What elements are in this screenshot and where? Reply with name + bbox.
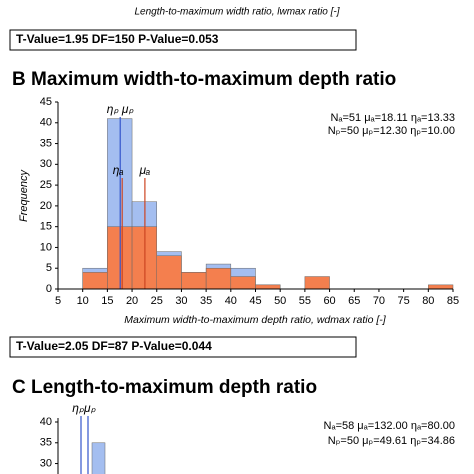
chart-title: B Maximum width-to-maximum depth ratio: [12, 69, 396, 90]
bar: [255, 284, 281, 290]
x-tick-label: 55: [299, 295, 311, 307]
x-tick-label: 45: [249, 295, 261, 307]
x-tick-label: 35: [200, 295, 212, 307]
x-tick-label: 25: [151, 295, 163, 307]
stats-box-text: T-Value=1.95 DF=150 P-Value=0.053: [16, 32, 219, 46]
y-tick-label: 40: [40, 117, 52, 129]
y-tick-label: 45: [40, 96, 52, 108]
y-tick-label: 35: [40, 437, 52, 449]
y-tick-label: 5: [46, 262, 52, 274]
y-tick-label: 30: [40, 457, 52, 469]
x-tick-label: 10: [77, 295, 89, 307]
chart-title: C Length-to-maximum depth ratio: [12, 377, 317, 398]
y-tick-label: 40: [40, 416, 52, 428]
x-tick-label: 30: [175, 295, 187, 307]
bar: [91, 442, 106, 474]
stats-box: [9, 336, 357, 358]
bar: [156, 255, 182, 290]
y-tick-label: 25: [40, 179, 52, 191]
y-axis-label: Frequency: [18, 169, 30, 222]
stats-text: Nₚ=50 μₚ=12.30 ηₚ=10.00: [328, 125, 455, 137]
prev-x-axis-label: Length-to-maximum width ratio, lwmax rat…: [134, 7, 339, 18]
marker-label: ηₚ μₚ: [107, 102, 135, 116]
x-tick-label: 15: [101, 295, 113, 307]
bar: [304, 276, 330, 290]
x-tick-label: 40: [225, 295, 237, 307]
x-tick-label: 50: [274, 295, 286, 307]
y-tick-label: 15: [40, 221, 52, 233]
x-axis-label: Maximum width-to-maximum depth ratio, wd…: [124, 314, 386, 326]
x-tick-label: 60: [323, 295, 335, 307]
x-tick-label: 70: [373, 295, 385, 307]
y-tick-label: 10: [40, 241, 52, 253]
bar: [205, 267, 232, 290]
marker-label: ηₐ: [113, 163, 124, 177]
x-tick-label: 75: [398, 295, 410, 307]
x-tick-label: 5: [55, 295, 61, 307]
y-tick-label: 0: [46, 283, 52, 295]
marker-label: μₐ: [138, 163, 150, 177]
x-tick-label: 20: [126, 295, 138, 307]
marker-label: ηₚμₚ: [72, 401, 96, 415]
bar: [181, 272, 207, 290]
stats-text: Nₚ=50 μₚ=49.61 ηₚ=34.86: [328, 435, 455, 447]
y-tick-label: 20: [40, 200, 52, 212]
stats-text: Nₐ=58 μₐ=132.00 ηₐ=80.00: [324, 420, 455, 432]
y-tick-label: 35: [40, 137, 52, 149]
bar: [428, 284, 454, 290]
x-tick-label: 80: [422, 295, 434, 307]
stats-text: Nₐ=51 μₐ=18.11 ηₐ=13.33: [330, 112, 455, 124]
y-tick-label: 30: [40, 158, 52, 170]
stats-box: [9, 29, 357, 51]
bar: [82, 272, 108, 290]
stats-box-text: T-Value=2.05 DF=87 P-Value=0.044: [16, 339, 212, 353]
x-tick-label: 85: [447, 295, 459, 307]
x-tick-label: 65: [348, 295, 360, 307]
bar: [230, 276, 256, 290]
